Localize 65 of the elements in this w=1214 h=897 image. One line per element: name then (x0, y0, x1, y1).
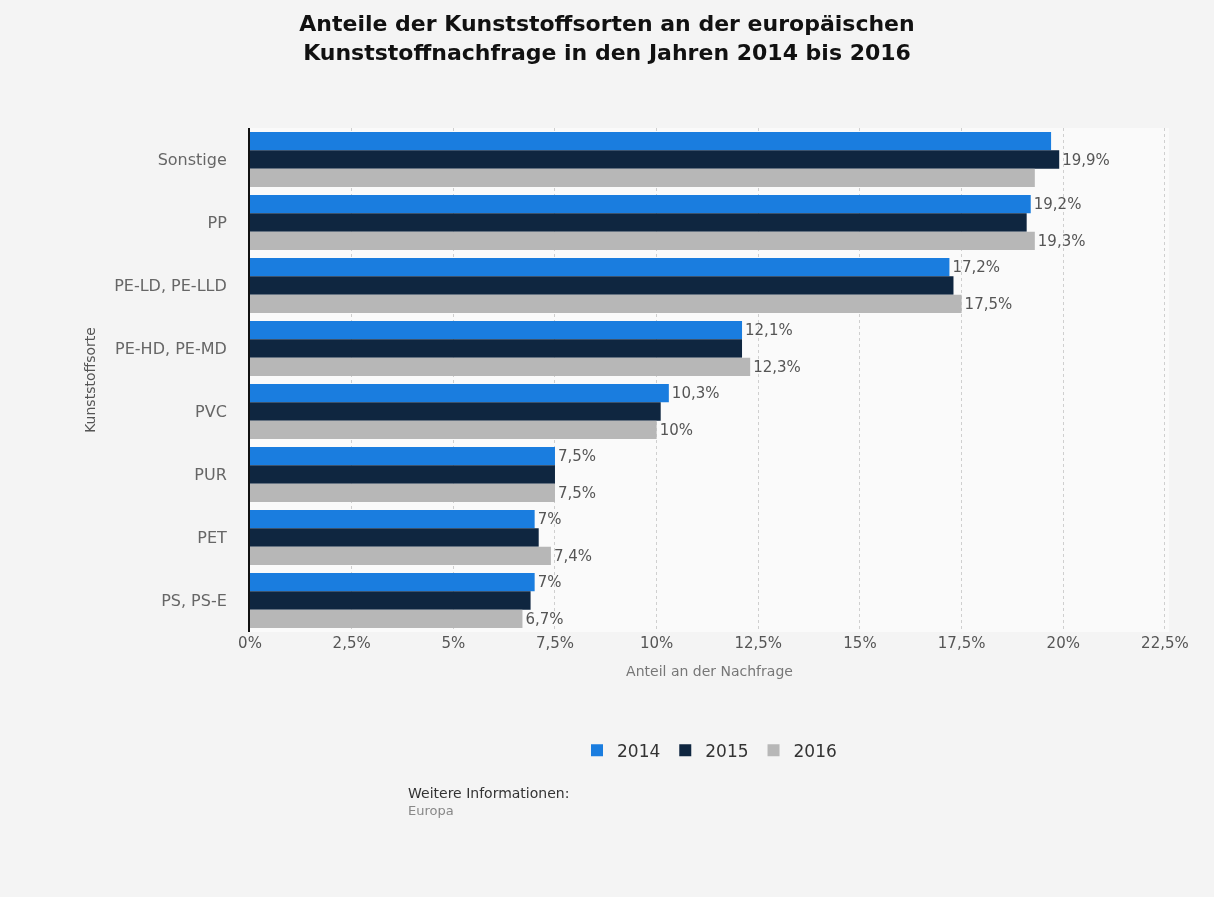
legend-label: 2014 (617, 740, 661, 761)
data-label: 6,7% (525, 609, 564, 628)
y-tick-label: Sonstige (157, 150, 227, 170)
x-tick-label: 0% (238, 634, 262, 652)
x-tick-label: 20% (1046, 634, 1080, 652)
y-axis-title: Kunststoffsorte (82, 327, 99, 433)
x-tick-label: 15% (843, 634, 877, 652)
data-label: 19,2% (1033, 195, 1082, 214)
y-tick-label: PUR (194, 465, 227, 485)
legend-label: 2015 (705, 740, 749, 761)
data-label: 10% (659, 420, 693, 439)
bar (250, 402, 661, 421)
bar (250, 339, 743, 358)
bar (250, 609, 523, 628)
x-tick-label: 12,5% (734, 634, 783, 652)
text: Weitere Informationen: (408, 785, 570, 801)
data-label: 10,3% (671, 384, 720, 403)
bar (250, 258, 950, 277)
chart-title: Anteile der Kunststoffsorten an der europäischen Kunststoffnachfrage in den Jahren 2014 bis 2016 (299, 11, 915, 65)
bar (250, 231, 1035, 250)
bar (250, 294, 962, 313)
x-axis-title: Anteil an der Nachfrage (626, 663, 793, 680)
data-label: 7% (537, 510, 562, 529)
data-label: 7% (537, 573, 562, 592)
bar (250, 132, 1052, 151)
data-label: 7,5% (557, 447, 597, 466)
legend-label: 2016 (793, 740, 837, 761)
data-label: 12,1% (745, 321, 793, 340)
bar (250, 591, 531, 610)
bar (250, 465, 555, 484)
data-label: 19,9% (1062, 150, 1110, 169)
y-tick-label: PE-LD, PE-LLD (114, 276, 227, 296)
bar (250, 447, 555, 466)
y-tick-label: PVC (195, 402, 227, 422)
x-tick-label: 2,5% (332, 634, 371, 652)
bar (250, 321, 743, 340)
x-tick-label: 5% (441, 634, 466, 652)
y-tick-label: PS, PS-E (161, 591, 227, 611)
bar (250, 528, 539, 547)
data-label: 12,3% (753, 357, 801, 376)
bar (250, 510, 535, 529)
x-tick-label: 22,5% (1141, 634, 1189, 652)
data-label: 17,5% (964, 294, 1013, 313)
data-label: 7,5% (557, 483, 597, 502)
y-tick-label: PP (207, 213, 228, 233)
bar (250, 384, 669, 403)
data-label: 7,4% (553, 546, 593, 565)
bar (250, 546, 551, 565)
y-tick-label: PE-HD, PE-MD (115, 339, 227, 359)
y-tick-label: PET (197, 528, 228, 548)
x-tick-label: 7,5% (535, 634, 575, 652)
data-label: 17,2% (952, 258, 1001, 277)
x-tick-label: 10% (639, 634, 674, 652)
bar (250, 420, 657, 439)
text: Europa (408, 803, 454, 818)
data-label: 19,3% (1037, 231, 1086, 250)
bar (250, 213, 1027, 232)
bar (250, 276, 954, 295)
bar (250, 150, 1060, 169)
bar (250, 357, 751, 376)
bar (250, 195, 1031, 214)
bar (250, 573, 535, 592)
x-tick-label: 17,5% (937, 634, 986, 652)
bar (250, 168, 1035, 187)
bar (250, 483, 555, 502)
